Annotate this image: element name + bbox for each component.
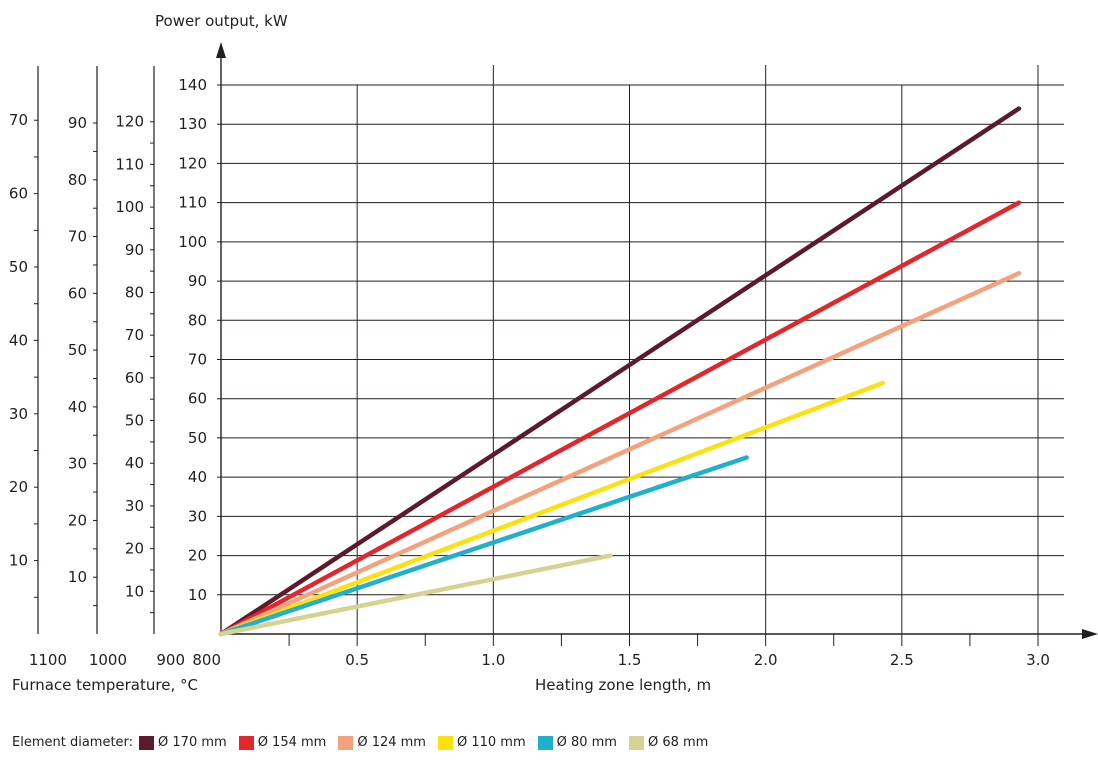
secondary-y-tick-label: 30 xyxy=(125,497,144,515)
temperature-label: 1000 xyxy=(89,651,127,669)
secondary-y-tick-label: 80 xyxy=(68,171,87,189)
secondary-y-tick-label: 90 xyxy=(68,114,87,132)
legend-swatch xyxy=(628,735,644,750)
legend-label: Ø 124 mm xyxy=(357,735,426,750)
secondary-y-tick-label: 70 xyxy=(125,326,144,344)
secondary-y-tick-label: 120 xyxy=(115,113,144,131)
legend-item: Ø 68 mm xyxy=(628,735,709,750)
x-tick-label: 2.5 xyxy=(890,651,914,669)
secondary-y-tick-label: 60 xyxy=(68,284,87,302)
legend-item: Ø 154 mm xyxy=(238,735,327,750)
series-line xyxy=(218,380,886,637)
y-tick-label: 100 xyxy=(178,233,207,251)
secondary-y-tick-label: 50 xyxy=(125,412,144,430)
temperature-label: 800 xyxy=(192,651,221,669)
secondary-y-tick-label: 30 xyxy=(9,405,28,423)
secondary-y-tick-label: 70 xyxy=(68,228,87,246)
series-line xyxy=(218,270,1022,637)
y-tick-label: 30 xyxy=(188,507,207,525)
series-line xyxy=(218,553,613,637)
secondary-y-tick-label: 20 xyxy=(9,478,28,496)
secondary-y-tick-label: 40 xyxy=(68,398,87,416)
legend-swatch xyxy=(437,735,453,750)
y-tick-label: 10 xyxy=(188,586,207,604)
legend-item: Ø 110 mm xyxy=(437,735,526,750)
legend-title: Element diameter: xyxy=(12,735,134,750)
legend-items: Ø 170 mm Ø 154 mm Ø 124 mm Ø 110 mm Ø 80 mm Ø… xyxy=(139,735,720,750)
y-tick-label: 60 xyxy=(188,390,207,408)
x-axis-title: Heating zone length, m xyxy=(535,676,711,694)
legend-label: Ø 80 mm xyxy=(556,735,617,750)
series-line xyxy=(218,455,749,637)
legend-label: Ø 170 mm xyxy=(158,735,227,750)
y-tick-label: 90 xyxy=(188,272,207,290)
legend-label: Ø 68 mm xyxy=(647,735,709,750)
secondary-y-tick-label: 60 xyxy=(125,369,144,387)
y-axis-title: Power output, kW xyxy=(155,12,288,30)
y-tick-label: 20 xyxy=(188,547,207,565)
x-tick-label: 3.0 xyxy=(1026,651,1050,669)
secondary-y-tick-label: 80 xyxy=(125,283,144,301)
legend-swatch xyxy=(537,735,553,750)
x-tick-label: 1.0 xyxy=(481,651,505,669)
secondary-y-tick-label: 60 xyxy=(9,185,28,203)
y-tick-label: 110 xyxy=(178,194,207,212)
secondary-y-tick-label: 10 xyxy=(68,568,87,586)
series-line xyxy=(218,106,1022,637)
legend-item: Ø 124 mm xyxy=(338,735,426,750)
chart: 10 20 30 40 50 60 70 80 90 100 110 120 130 140 0.5 1.0 1… xyxy=(9,12,1098,694)
legend-item: Ø 170 mm xyxy=(139,735,227,750)
legend-swatch xyxy=(338,735,354,750)
secondary-y-tick-label: 10 xyxy=(9,552,28,570)
legend-item: Ø 80 mm xyxy=(537,735,617,750)
temperature-label: 1100 xyxy=(29,651,67,669)
secondary-y-tick-label: 40 xyxy=(125,454,144,472)
x-tick-label: 1.5 xyxy=(618,651,642,669)
y-tick-label: 70 xyxy=(188,351,207,369)
legend-label: Ø 110 mm xyxy=(456,735,526,750)
secondary-y-tick-label: 20 xyxy=(125,540,144,558)
secondary-y-tick-label: 40 xyxy=(9,331,28,349)
legend-label: Ø 154 mm xyxy=(257,735,327,750)
x-tick-label: 2.0 xyxy=(754,651,778,669)
secondary-y-tick-label: 90 xyxy=(125,241,144,259)
secondary-y-tick-label: 20 xyxy=(68,511,87,529)
series-line xyxy=(218,200,1022,637)
secondary-y-tick-label: 50 xyxy=(68,341,87,359)
y-tick-label: 120 xyxy=(178,154,207,172)
legend: Element diameter: Ø 170 mm Ø 154 mm Ø 124 … xyxy=(12,735,720,750)
x-tick-label: 0.5 xyxy=(345,651,369,669)
y-axis-arrow xyxy=(216,42,226,58)
legend-swatch xyxy=(238,735,254,750)
y-tick-label: 40 xyxy=(188,468,207,486)
y-tick-label: 80 xyxy=(188,311,207,329)
legend-swatch xyxy=(139,735,155,750)
secondary-y-tick-label: 50 xyxy=(9,258,28,276)
y-tick-label: 130 xyxy=(178,115,207,133)
y-tick-label: 50 xyxy=(188,429,207,447)
secondary-y-tick-label: 70 xyxy=(9,111,28,129)
secondary-y-tick-label: 10 xyxy=(125,582,144,600)
x-axis-arrow xyxy=(1082,629,1098,639)
y-tick-label: 140 xyxy=(178,76,207,94)
secondary-y-tick-label: 110 xyxy=(115,155,144,173)
secondary-x-axis-title: Furnace temperature, °C xyxy=(12,676,198,694)
temperature-label: 900 xyxy=(156,651,185,669)
secondary-y-tick-label: 30 xyxy=(68,455,87,473)
secondary-y-tick-label: 100 xyxy=(115,198,144,216)
